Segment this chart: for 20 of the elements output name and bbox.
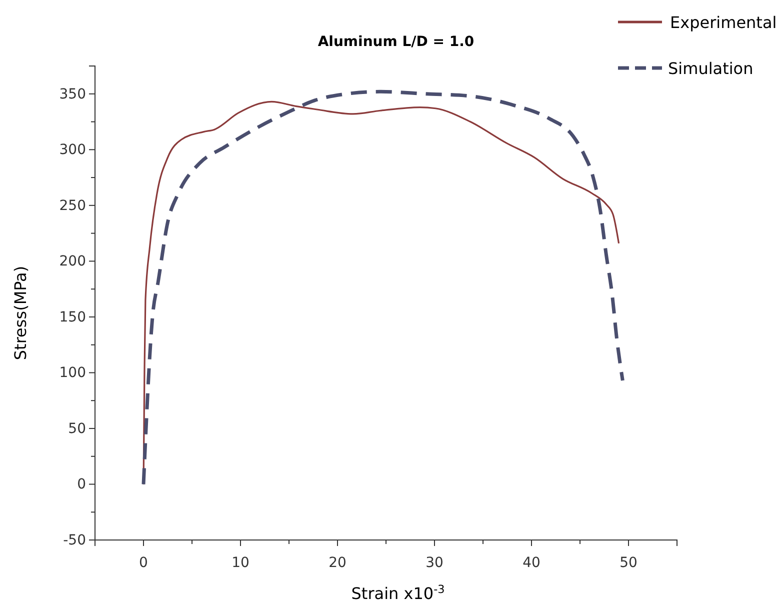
legend-label: Simulation (668, 59, 754, 78)
x-tick-label: 20 (328, 555, 346, 572)
y-tick-label: 100 (59, 365, 86, 382)
y-tick-label: 300 (59, 142, 86, 158)
x-tick-label: 0 (139, 555, 148, 572)
y-tick-label: 50 (68, 420, 86, 437)
legend-label: Experimental (670, 13, 777, 32)
y-tick-label: 0 (77, 476, 86, 493)
x-tick-label: 30 (426, 555, 444, 572)
y-tick-label: 250 (59, 198, 86, 214)
y-tick-label: 350 (59, 86, 86, 102)
x-axis-title: Strain x10$^{-3}$ (351, 582, 445, 603)
chart-title: Aluminum L/D = 1.0 (318, 34, 474, 50)
x-tick-label: 50 (620, 555, 638, 572)
y-tick-label: 200 (59, 254, 86, 270)
x-tick-label: 10 (232, 555, 250, 572)
x-tick-label: 40 (522, 555, 540, 572)
y-tick-label: -50 (63, 532, 86, 548)
y-axis-title: Stress(MPa) (11, 266, 30, 360)
y-tick-label: 150 (59, 309, 86, 326)
